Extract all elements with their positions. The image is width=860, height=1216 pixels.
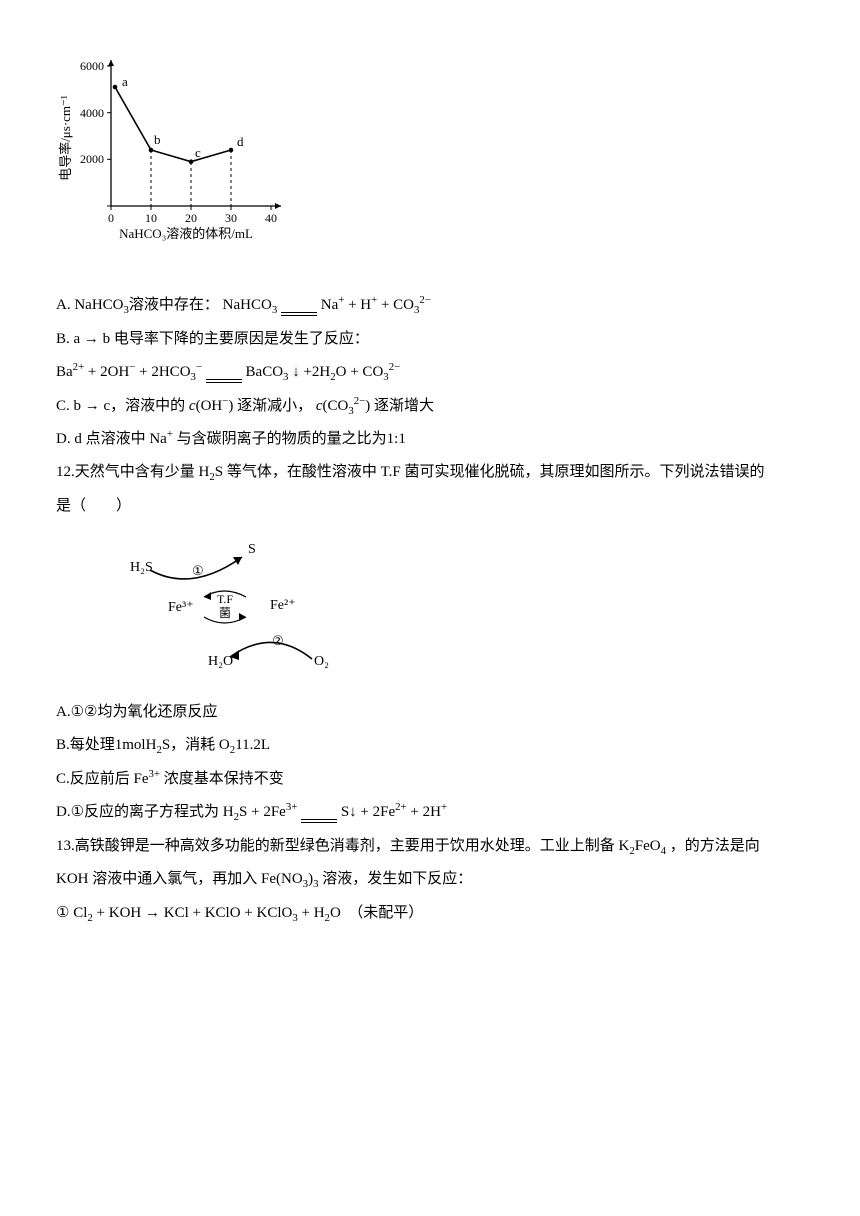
svg-text:S: S bbox=[248, 542, 256, 557]
q13-eq1: ① Cl2 + KOH → KCl + KClO + KClO3 + H2O （… bbox=[56, 897, 804, 931]
q12-option-d: D.①反应的离子方程式为 H2S + 2Fe3+ S↓ + 2Fe2+ + 2H… bbox=[56, 796, 804, 830]
svg-text:d: d bbox=[237, 134, 244, 149]
svg-text:2000: 2000 bbox=[80, 152, 104, 166]
svg-text:菌: 菌 bbox=[219, 606, 231, 620]
q12-intro: 12.天然气中含有少量 H2S 等气体，在酸性溶液中 T.F 菌可实现催化脱硫，… bbox=[56, 456, 804, 523]
q13-line1: 13.高铁酸钾是一种高效多功能的新型绿色消毒剂，主要用于饮用水处理。工业上制备 … bbox=[56, 830, 804, 864]
svg-text:T.F: T.F bbox=[217, 592, 233, 606]
q13-line2: KOH 溶液中通入氯气，再加入 Fe(NO3)3 溶液，发生如下反应： bbox=[56, 863, 804, 897]
svg-text:10: 10 bbox=[145, 211, 157, 225]
svg-text:40: 40 bbox=[265, 211, 277, 225]
option-a: A. NaHCO3溶液中存在： NaHCO3 Na+ + H+ + CO32− bbox=[56, 289, 804, 323]
svg-text:H₂O: H₂O bbox=[208, 654, 233, 669]
q12-option-b: B.每处理1molH2S，消耗 O211.2L bbox=[56, 729, 804, 763]
svg-text:②: ② bbox=[272, 633, 284, 648]
option-b-line2: Ba2+ + 2OH− + 2HCO3− BaCO3 ↓ +2H2O + CO3… bbox=[56, 356, 804, 390]
svg-text:0: 0 bbox=[108, 211, 114, 225]
q12-option-c: C.反应前后 Fe3+ 浓度基本保持不变 bbox=[56, 763, 804, 796]
svg-text:①: ① bbox=[192, 563, 204, 578]
desulfurization-diagram: H₂S S ① Fe³⁺ Fe²⁺ T.F 菌 H₂O O₂ ② bbox=[112, 535, 804, 688]
option-c: C. b → c，溶液中的 c(OH−) 逐渐减小， c(CO32−) 逐渐增大 bbox=[56, 390, 804, 424]
svg-text:H₂S: H₂S bbox=[130, 560, 153, 575]
svg-text:NaHCO₃溶液的体积/mL: NaHCO₃溶液的体积/mL bbox=[119, 226, 253, 241]
svg-text:30: 30 bbox=[225, 211, 237, 225]
svg-text:6000: 6000 bbox=[80, 59, 104, 73]
svg-text:Fe³⁺: Fe³⁺ bbox=[168, 600, 194, 615]
conductivity-chart: 0 10 20 30 40 2000 4000 6000 a b c d NaH… bbox=[56, 56, 804, 269]
svg-text:b: b bbox=[154, 132, 161, 147]
svg-text:电导率/μs·cm⁻¹: 电导率/μs·cm⁻¹ bbox=[58, 95, 73, 181]
option-d: D. d 点溶液中 Na+ 与含碳阴离子的物质的量之比为1:1 bbox=[56, 423, 804, 456]
svg-text:O₂: O₂ bbox=[314, 654, 329, 669]
svg-text:c: c bbox=[195, 145, 201, 160]
q12-option-a: A.①②均为氧化还原反应 bbox=[56, 696, 804, 729]
option-b-line1: B. a → b 电导率下降的主要原因是发生了反应： bbox=[56, 323, 804, 356]
svg-text:20: 20 bbox=[185, 211, 197, 225]
svg-text:Fe²⁺: Fe²⁺ bbox=[270, 598, 296, 613]
svg-text:4000: 4000 bbox=[80, 106, 104, 120]
svg-text:a: a bbox=[122, 74, 128, 89]
